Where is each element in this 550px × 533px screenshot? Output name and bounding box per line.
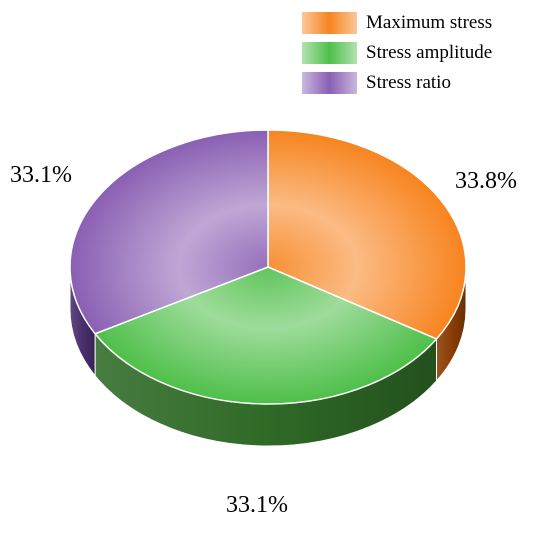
pie-top [69, 129, 467, 405]
data-label-stress-amplitude: 33.1% [226, 492, 288, 518]
pie-slice-stress-ratio [69, 129, 269, 335]
legend-label-stress-amplitude: Stress amplitude [366, 42, 493, 63]
legend: Maximum stress Stress amplitude Stress r… [302, 8, 492, 98]
data-label-maximum-stress: 33.8% [455, 168, 517, 194]
pie-slice-maximum-stress [267, 129, 467, 340]
data-label-stress-ratio: 33.1% [10, 162, 72, 188]
legend-item-stress-amplitude: Stress amplitude [302, 38, 492, 68]
legend-label-maximum-stress: Maximum stress [366, 12, 493, 33]
legend-label-stress-ratio: Stress ratio [366, 72, 451, 93]
legend-item-maximum-stress: Maximum stress [302, 8, 492, 38]
legend-swatch-maximum-stress [302, 12, 357, 34]
legend-item-stress-ratio: Stress ratio [302, 68, 492, 98]
legend-swatch-stress-ratio [302, 72, 357, 94]
legend-swatch-stress-amplitude [302, 42, 357, 64]
